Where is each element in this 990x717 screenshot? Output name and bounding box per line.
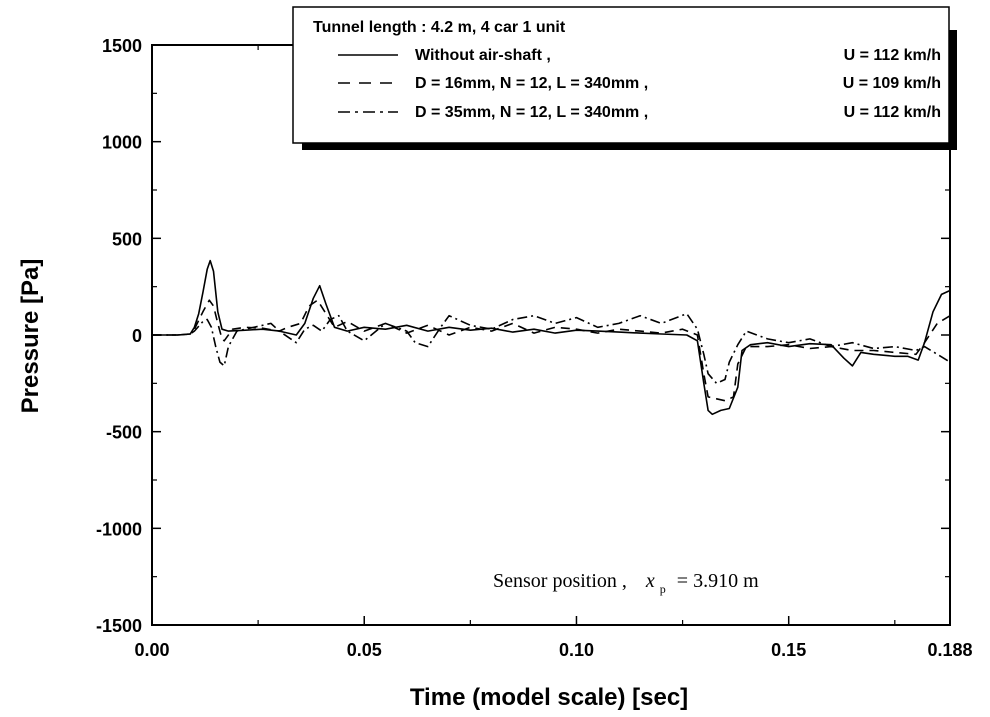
x-tick-label: 0.188 (927, 640, 972, 660)
legend-label-1: D = 16mm, N = 12, L = 340mm , (415, 75, 648, 92)
legend-shadow (302, 140, 957, 150)
legend-speed-2: U = 112 km/h (844, 104, 941, 121)
legend: Tunnel length : 4.2 m, 4 car 1 unit With… (292, 6, 957, 150)
annotation-sub: p (660, 582, 666, 596)
legend-speed-1: U = 109 km/h (843, 75, 941, 92)
legend-box (292, 6, 950, 144)
y-tick-label: -500 (106, 423, 142, 443)
y-tick-label: 1500 (102, 36, 142, 56)
series-line-2 (152, 312, 951, 385)
legend-label-2: D = 35mm, N = 12, L = 340mm , (415, 104, 648, 121)
annotation-value: = 3.910 m (677, 570, 759, 592)
legend-shadow-side (949, 30, 957, 150)
sensor-annotation: Sensor position , x p = 3.910 m (493, 570, 759, 598)
legend-entries: Without air-shaft , U = 112 km/h D = 16mm,… (338, 47, 941, 121)
y-tick-label: 1000 (102, 133, 142, 153)
x-tick-label: 0.10 (559, 640, 594, 660)
x-axis-title: Time (model scale) [sec] (410, 684, 688, 711)
x-tick-label: 0.15 (771, 640, 806, 660)
series-line-1 (152, 299, 951, 402)
legend-label-0: Without air-shaft , (415, 47, 551, 64)
y-tick-label: -1000 (96, 519, 142, 539)
legend-speed-0: U = 112 km/h (844, 47, 941, 64)
legend-title: Tunnel length : 4.2 m, 4 car 1 unit (313, 19, 566, 36)
y-axis-title: Pressure [Pa] (17, 259, 44, 414)
y-tick-label: 500 (112, 229, 142, 249)
y-tick-label: 0 (132, 326, 142, 346)
x-tick-label: 0.00 (134, 640, 169, 660)
annotation-var: x (645, 570, 655, 592)
x-tick-label: 0.05 (347, 640, 382, 660)
series-layer (152, 259, 951, 416)
annotation-prefix: Sensor position , (493, 570, 627, 592)
series-line-0 (152, 259, 951, 416)
y-tick-label: -1500 (96, 616, 142, 636)
